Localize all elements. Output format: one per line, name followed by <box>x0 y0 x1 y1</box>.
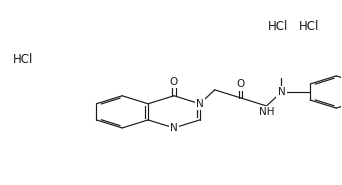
Text: N: N <box>170 123 178 133</box>
Text: NH: NH <box>259 107 274 117</box>
Text: N: N <box>278 87 285 97</box>
Text: O: O <box>170 77 178 87</box>
Text: HCl: HCl <box>299 20 319 33</box>
Text: O: O <box>237 79 245 89</box>
Text: HCl: HCl <box>13 53 33 66</box>
Text: N: N <box>196 99 204 109</box>
Text: HCl: HCl <box>268 20 289 33</box>
